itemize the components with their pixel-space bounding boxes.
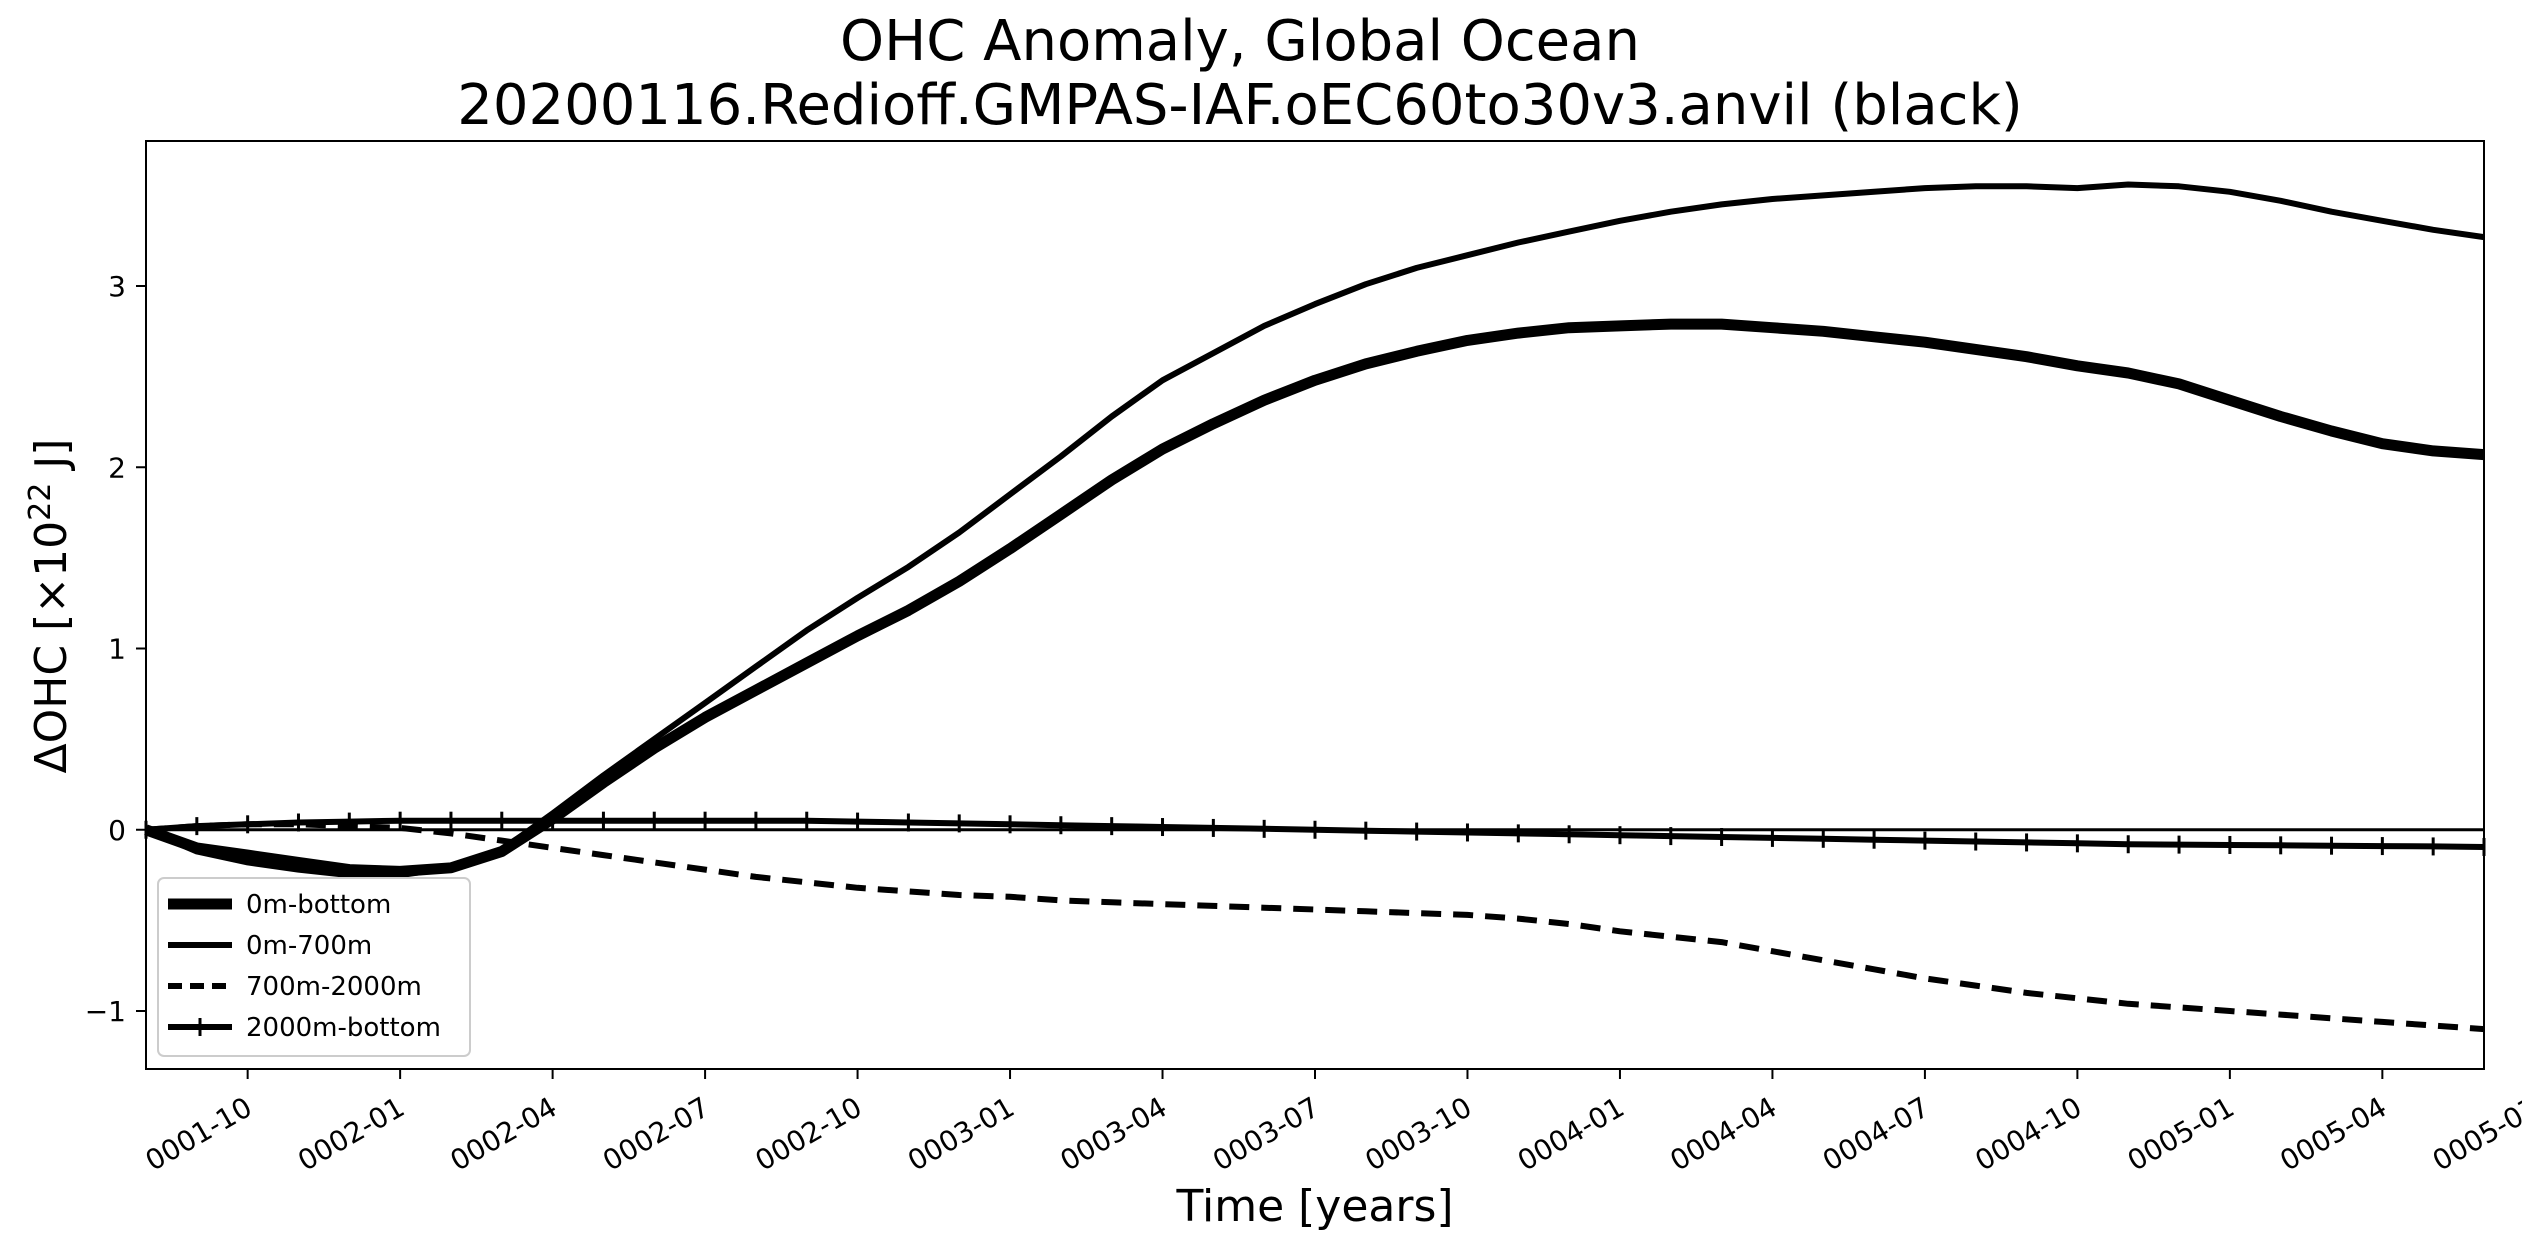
x-tick-label: 0005-07 bbox=[2427, 1090, 2522, 1177]
y-tick-label: 3 bbox=[108, 270, 126, 303]
x-tick-label: 0004-07 bbox=[1817, 1090, 1935, 1177]
x-tick-label: 0003-07 bbox=[1207, 1090, 1325, 1177]
x-tick-label: 0003-04 bbox=[1055, 1090, 1173, 1177]
legend-label-700m-2000m: 700m-2000m bbox=[246, 972, 422, 1002]
x-tick-label: 0005-04 bbox=[2274, 1090, 2392, 1177]
x-tick-label: 0004-10 bbox=[1969, 1090, 2087, 1177]
x-tick-label: 0004-04 bbox=[1665, 1090, 1783, 1177]
series-700m-2000m bbox=[145, 821, 2485, 1033]
series-line-0m-bottom bbox=[144, 318, 2485, 877]
y-axis-label-suffix: J] bbox=[26, 439, 77, 483]
x-tick-label: 0004-01 bbox=[1512, 1090, 1630, 1177]
y-axis-label-prefix: ΔOHC [×10 bbox=[26, 521, 77, 774]
y-axis-label-exponent: 22 bbox=[23, 483, 58, 521]
series-0m-700m bbox=[144, 181, 2485, 879]
legend-label-0m-bottom: 0m-bottom bbox=[246, 890, 391, 920]
chart-subtitle: 20200116.Redioff.GMPAS-IAF.oEC60to30v3.a… bbox=[457, 73, 2022, 138]
plot-frame bbox=[145, 140, 2485, 1070]
x-tick-label: 0002-10 bbox=[750, 1090, 868, 1177]
y-tick-label: 1 bbox=[108, 633, 126, 666]
y-axis-label: ΔOHC [×1022 J] bbox=[23, 439, 77, 774]
chart-title: OHC Anomaly, Global Ocean bbox=[840, 9, 1640, 74]
x-tick-label: 0002-07 bbox=[597, 1090, 715, 1177]
series-0m-bottom bbox=[144, 318, 2485, 877]
x-tick-label: 0001-10 bbox=[140, 1090, 258, 1177]
x-tick-label: 0002-01 bbox=[292, 1090, 410, 1177]
legend-box bbox=[157, 877, 471, 1057]
y-tick-labels: −1 0 1 2 3 bbox=[85, 270, 126, 1028]
axis-ticks bbox=[136, 285, 2384, 1079]
x-tick-label: 0002-04 bbox=[445, 1090, 563, 1177]
x-tick-label: 0005-01 bbox=[2122, 1090, 2240, 1177]
y-tick-label: 2 bbox=[108, 451, 126, 484]
legend-label-0m-700m: 0m-700m bbox=[246, 931, 372, 961]
x-tick-labels: 0001-10 0002-01 0002-04 0002-07 0002-10 0003-… bbox=[140, 1090, 2522, 1177]
x-tick-label: 0003-10 bbox=[1360, 1090, 1478, 1177]
data-series bbox=[144, 181, 2486, 1033]
series-line-700m-2000m bbox=[145, 821, 2485, 1033]
y-tick-label: −1 bbox=[85, 995, 126, 1028]
x-axis-label: Time [years] bbox=[1175, 1181, 1453, 1232]
legend-label-2000m-bottom: 2000m-bottom bbox=[246, 1013, 441, 1043]
y-tick-label: 0 bbox=[108, 814, 126, 847]
x-tick-label: 0003-01 bbox=[902, 1090, 1020, 1177]
series-line-0m-700m bbox=[144, 181, 2485, 879]
legend: 0m-bottom 0m-700m 700m-2000m 2000m-bottom bbox=[157, 877, 471, 1057]
